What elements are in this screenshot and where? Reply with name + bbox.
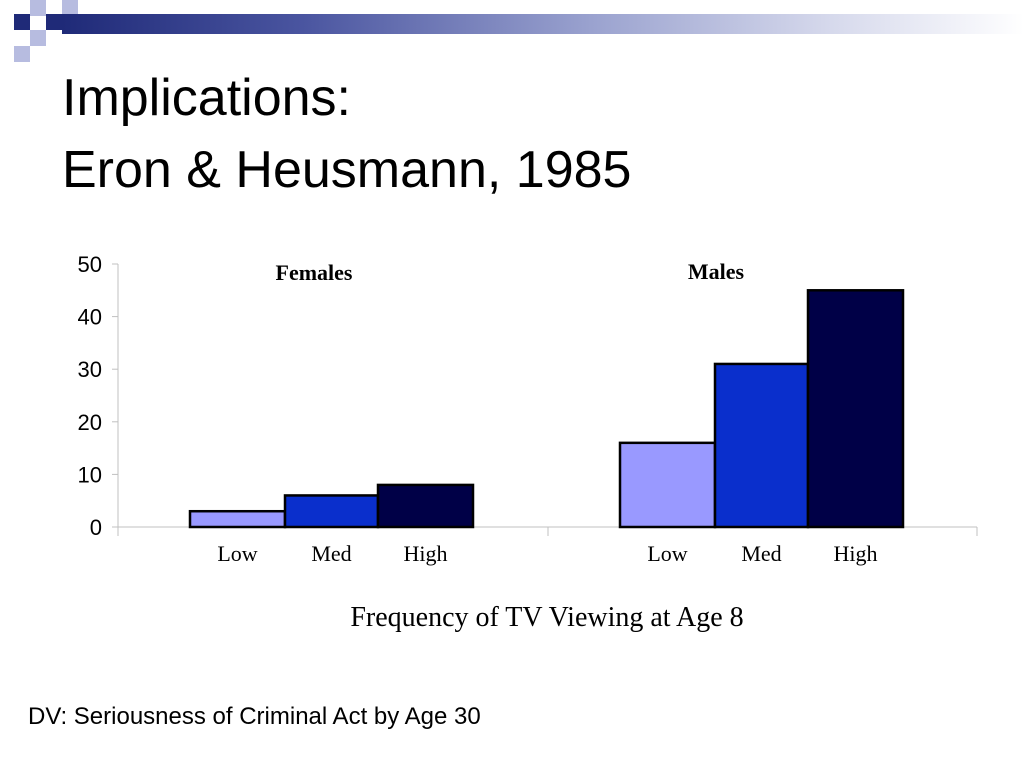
corner-checker-decoration (14, 0, 78, 62)
bar-females-low (188, 509, 287, 529)
group-label-females: Females (276, 260, 353, 285)
group-label-males: Males (688, 259, 745, 284)
header-gradient-bar (62, 14, 1024, 34)
x-category-label: Low (647, 541, 687, 566)
title-line-1: Implications: (62, 69, 351, 127)
y-tick-label: 40 (78, 305, 102, 330)
y-tick-label: 10 (78, 462, 102, 487)
bar-females-med (283, 494, 380, 529)
footnote: DV: Seriousness of Criminal Act by Age 3… (28, 703, 481, 730)
x-category-label: High (834, 541, 878, 566)
x-category-label: Med (311, 541, 351, 566)
bar-females-high (376, 483, 475, 529)
x-category-label: High (404, 541, 448, 566)
bar-males-low (618, 441, 717, 529)
slide-title: Implications: Eron & Heusmann, 1985 (62, 62, 631, 206)
x-axis-title: Frequency of TV Viewing at Age 8 (350, 602, 743, 633)
bar-males-med (713, 362, 810, 529)
x-category-label: Low (217, 541, 257, 566)
bar-males-high (806, 289, 905, 529)
y-tick-label: 50 (78, 252, 102, 277)
title-line-2: Eron & Heusmann, 1985 (62, 141, 632, 199)
y-tick-label: 20 (78, 410, 102, 435)
bar-chart: 0 10 20 30 40 50 Low Med High Females Low Med High Ma… (78, 252, 978, 633)
y-tick-label: 30 (78, 357, 102, 382)
y-tick-label: 0 (90, 515, 102, 540)
x-category-label: Med (741, 541, 781, 566)
